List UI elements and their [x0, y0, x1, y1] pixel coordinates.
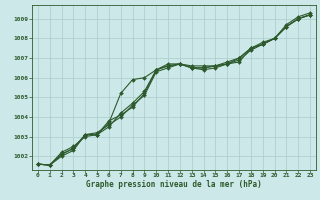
X-axis label: Graphe pression niveau de la mer (hPa): Graphe pression niveau de la mer (hPa)	[86, 180, 262, 189]
